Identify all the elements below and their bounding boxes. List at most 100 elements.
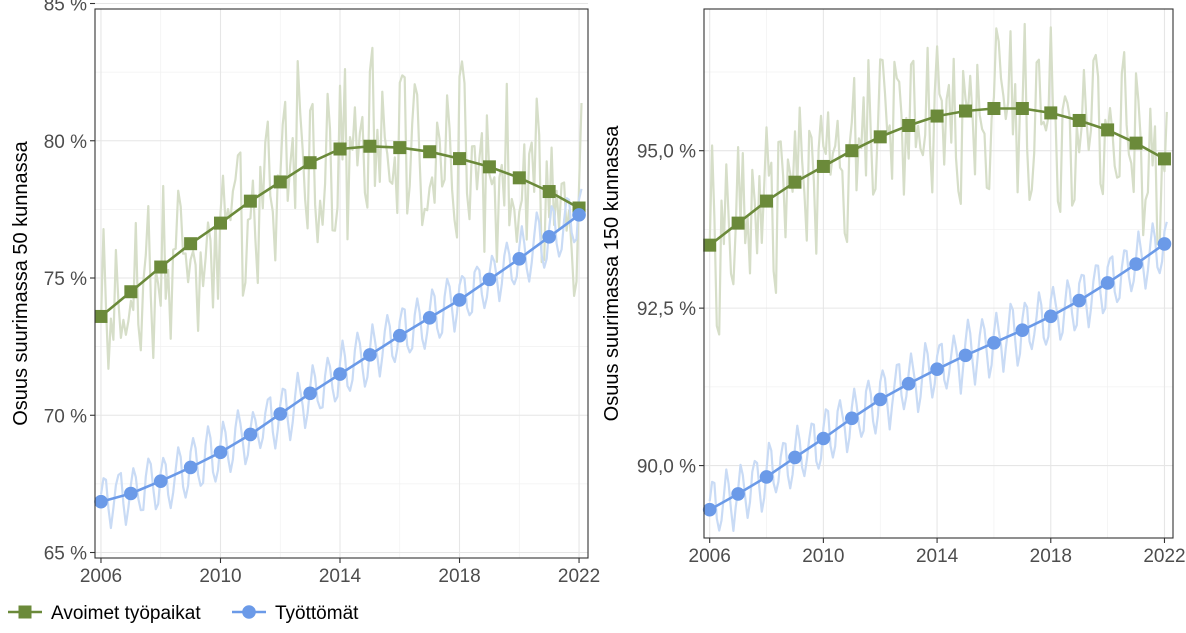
- point-tyottomat: [1043, 309, 1058, 324]
- point-avoimet: [363, 139, 377, 153]
- point-tyottomat: [333, 367, 347, 381]
- x-tick-label: 2010: [199, 566, 241, 587]
- point-avoimet: [1129, 136, 1143, 150]
- legend-key-circle: [242, 605, 256, 619]
- point-avoimet: [243, 194, 257, 208]
- point-tyottomat: [572, 208, 586, 222]
- point-tyottomat: [452, 293, 467, 307]
- point-tyottomat: [243, 427, 258, 442]
- point-avoimet: [959, 104, 973, 118]
- point-avoimet: [393, 141, 407, 155]
- point-avoimet: [124, 285, 138, 299]
- legend-label: Avoimet työpaikat: [51, 603, 201, 624]
- point-avoimet: [542, 185, 556, 199]
- point-tyottomat: [422, 311, 437, 325]
- point-tyottomat: [183, 460, 198, 475]
- series-avoimet-monthly: [708, 22, 1168, 336]
- y-tick-label: 90,0 %: [637, 457, 696, 478]
- point-tyottomat: [213, 445, 228, 460]
- x-tick-label: 2014: [319, 566, 362, 587]
- point-tyottomat: [930, 362, 944, 377]
- point-tyottomat: [273, 407, 288, 421]
- x-tick-label: 2018: [1030, 546, 1072, 567]
- point-avoimet: [1101, 123, 1115, 137]
- point-avoimet: [1072, 113, 1086, 127]
- point-avoimet: [845, 144, 859, 158]
- point-avoimet: [873, 130, 887, 144]
- x-tick-label: 2014: [916, 546, 959, 567]
- point-tyottomat: [788, 450, 802, 465]
- point-avoimet: [213, 216, 227, 230]
- point-avoimet: [816, 159, 830, 173]
- point-avoimet: [930, 109, 944, 123]
- x-tick-label: 2010: [802, 546, 844, 567]
- point-avoimet: [512, 171, 526, 185]
- point-avoimet: [703, 238, 717, 252]
- point-tyottomat: [303, 386, 317, 401]
- point-tyottomat: [901, 376, 916, 391]
- point-avoimet: [423, 145, 437, 159]
- series-avoimet-monthly: [99, 46, 583, 370]
- legend-label: Työttömät: [275, 603, 359, 624]
- point-avoimet: [154, 260, 168, 274]
- y-tick-label: 85 %: [44, 0, 87, 16]
- point-avoimet: [94, 309, 108, 323]
- point-avoimet: [731, 216, 745, 230]
- panel-2: 2006 2010 2014 2018 2022 90,0 % 92,5 % 95,0 % Os…: [601, 8, 1186, 567]
- y-tick-label: 95,0 %: [637, 142, 696, 163]
- y-tick-label: 75 %: [44, 269, 87, 290]
- point-tyottomat: [816, 431, 831, 446]
- point-tyottomat: [94, 494, 108, 509]
- x-tick-label: 2006: [689, 546, 731, 567]
- y-axis-title: Osuus suurimassa 50 kunnassa: [10, 140, 32, 425]
- point-avoimet: [902, 119, 916, 133]
- legend-key-square: [18, 605, 32, 619]
- point-avoimet: [333, 142, 347, 156]
- y-tick-label: 80 %: [44, 132, 87, 153]
- point-tyottomat: [987, 335, 1001, 350]
- panel-1: 2006 2010 2014 2018 2022 65 % 70 % 75 % 80 % 85 %…: [10, 0, 600, 587]
- point-tyottomat: [512, 251, 527, 266]
- x-tick-label: 2022: [1143, 546, 1185, 567]
- point-avoimet: [987, 102, 1001, 116]
- point-tyottomat: [1072, 293, 1086, 308]
- point-tyottomat: [1157, 237, 1172, 251]
- legend: Avoimet työpaikat Työttömät: [8, 603, 359, 624]
- point-tyottomat: [1129, 257, 1143, 271]
- point-avoimet: [1044, 106, 1058, 120]
- point-tyottomat: [702, 502, 717, 517]
- point-tyottomat: [958, 348, 973, 363]
- series-tyottomat-monthly: [99, 188, 583, 530]
- point-tyottomat: [873, 392, 888, 407]
- x-tick-label: 2018: [438, 566, 480, 587]
- point-tyottomat: [759, 470, 774, 484]
- y-tick-label: 70 %: [44, 406, 87, 427]
- point-tyottomat: [542, 230, 556, 244]
- point-tyottomat: [1100, 276, 1115, 290]
- point-tyottomat: [731, 487, 745, 501]
- point-avoimet: [788, 175, 802, 189]
- point-tyottomat: [363, 348, 377, 362]
- panel-border: [94, 8, 589, 559]
- point-tyottomat: [124, 486, 138, 501]
- panel-border: [703, 8, 1174, 539]
- y-axis-title: Osuus suurimassa 150 kunnassa: [601, 125, 623, 422]
- point-avoimet: [760, 194, 774, 208]
- point-tyottomat: [482, 272, 497, 287]
- point-tyottomat: [1015, 323, 1030, 337]
- point-avoimet: [1157, 152, 1171, 166]
- point-tyottomat: [845, 411, 859, 426]
- point-tyottomat: [392, 328, 407, 343]
- y-tick-label: 65 %: [44, 544, 87, 565]
- point-avoimet: [303, 156, 317, 170]
- series-tyottomat-monthly: [708, 221, 1168, 533]
- x-tick-label: 2006: [80, 566, 122, 587]
- point-avoimet: [453, 152, 467, 166]
- point-tyottomat: [153, 474, 168, 488]
- point-avoimet: [184, 237, 198, 251]
- point-avoimet: [273, 175, 287, 189]
- y-tick-label: 92,5 %: [637, 299, 696, 320]
- x-tick-label: 2022: [558, 566, 600, 587]
